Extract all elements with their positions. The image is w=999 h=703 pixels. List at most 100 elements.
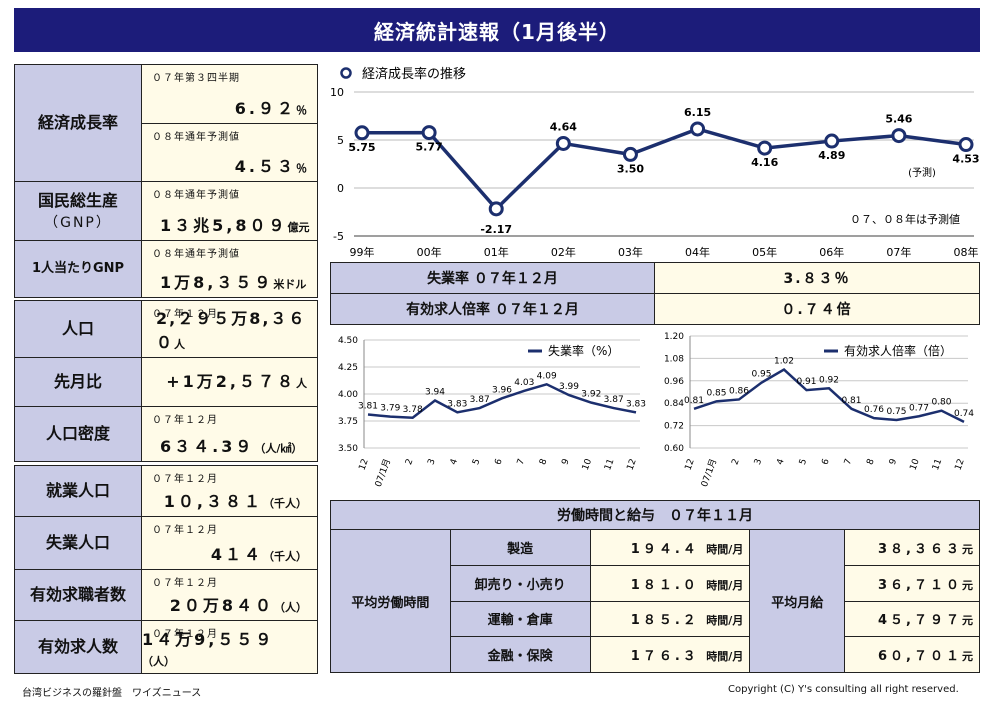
y-tick-label: 0.60 <box>664 444 684 454</box>
job-openings-period: ０７年１２月 <box>152 629 218 640</box>
hours-number: 1８５.２ <box>630 613 699 629</box>
y-tick-label: 4.50 <box>338 336 358 346</box>
x-tick-label: 00年 <box>417 245 442 259</box>
gdp-growth-q3-unit: ％ <box>296 104 307 117</box>
hours-value: 1９４.４ 時間/月 <box>589 529 751 566</box>
y-tick-label: 4.00 <box>338 390 358 400</box>
x-tick-label: 8 <box>538 457 549 466</box>
wages-table: 平均労働時間 製造 1９４.４ 時間/月 平均月給 3８,３６３元 卸売り・小売… <box>330 529 980 673</box>
x-tick-label: 11 <box>603 458 616 472</box>
x-tick-label: 12 <box>626 458 639 472</box>
x-tick-label: 5 <box>798 458 809 467</box>
industry-label: 製造 <box>449 529 591 566</box>
x-tick-label: 4 <box>775 457 786 466</box>
data-label: 0.85 <box>706 388 726 398</box>
gnp-per-capita-period: ０８年通年予測値 <box>152 249 240 260</box>
x-tick-label: 03年 <box>618 245 643 259</box>
pop-density-unit: （人/㎢） <box>254 442 303 455</box>
y-tick-label: 4.25 <box>338 363 358 373</box>
pop-density-cell: ０７年１２月 6３４.3９（人/㎢） <box>141 406 318 462</box>
gdp-growth-forecast-period: ０８年通年予測値 <box>152 132 240 143</box>
growth-point <box>958 137 974 153</box>
gdp-growth-forecast-value: 4.５３ <box>234 157 296 176</box>
data-label: 0.75 <box>886 407 906 417</box>
hours-unit: 時間/月 <box>706 542 744 556</box>
data-label: 0.76 <box>864 405 884 415</box>
pay-value: 6０,７０１元 <box>844 636 980 673</box>
x-tick-label: 7 <box>516 458 527 467</box>
y-tick-label: 3.50 <box>338 444 358 454</box>
series-line <box>693 368 965 423</box>
growth-data-label: 4.16 <box>751 156 778 169</box>
x-tick-label: 02年 <box>551 245 576 259</box>
data-label: 0.91 <box>796 377 816 387</box>
growth-point <box>891 128 907 144</box>
unemployed-value: 4１４ <box>210 545 263 564</box>
pay-unit: 元 <box>962 614 973 628</box>
unemployed-label: 失業人口 <box>14 516 142 570</box>
gnp-cell: ０８年通年予測値 1３兆5,8０９億元 <box>141 181 318 241</box>
y-tick-label: 1.08 <box>664 354 684 364</box>
gnp-unit: 億元 <box>287 221 310 234</box>
y-tick-label: -5 <box>333 230 344 243</box>
job-ratio-chart: 有効求人倍率（倍） 0.810.85 0.860.951.020.91 0.920.… <box>664 332 974 488</box>
monthly-change-unit: 人 <box>296 377 307 390</box>
job-openings-label-text: 有効求人数 <box>37 637 118 656</box>
gnp-per-capita-unit: 米ドル <box>273 278 307 291</box>
growth-point <box>354 125 370 141</box>
employed-label: 就業人口 <box>14 465 142 517</box>
x-tick-label: 3 <box>426 458 437 467</box>
y-tick-label: 1.20 <box>664 332 684 342</box>
table-row: 平均労働時間 製造 1９４.４ 時間/月 平均月給 3８,３６３元 <box>330 529 980 673</box>
page-title: 経済統計速報（1月後半） <box>14 8 980 52</box>
pay-number: 3８,３６３ <box>878 541 962 557</box>
unemployment-rate-value: 3.８３％ <box>654 262 980 294</box>
population-period: ０７年１２月 <box>152 309 218 320</box>
data-label: 3.78 <box>403 405 423 415</box>
growth-forecast-note: ０７、０８年は予測値 <box>850 212 960 226</box>
gnp-label: 国民総生産 （GNP） <box>14 181 142 241</box>
x-tick-label: 6 <box>493 457 504 466</box>
growth-point <box>824 133 840 149</box>
data-label: 0.86 <box>729 386 749 396</box>
growth-point <box>555 135 571 151</box>
employed-value: 1０,３８１ <box>163 492 263 511</box>
growth-data-label: 5.77 <box>416 141 443 154</box>
job-openings-cell: ０７年１２月 1４万9,５５９ （人） <box>141 620 318 674</box>
data-label: 0.92 <box>819 375 839 385</box>
population-value: 2,２９５万8,３６０ <box>156 309 307 352</box>
x-tick-label: 04年 <box>685 245 710 259</box>
industry-label: 金融・保険 <box>449 636 591 673</box>
y-tick-label: 0.96 <box>664 377 684 387</box>
gdp-growth-q3-value: 6.９２ <box>234 99 296 118</box>
population-label-text: 人口 <box>61 319 94 338</box>
growth-data-label: 4.53 <box>952 153 979 166</box>
x-tick-label: 2 <box>730 458 741 467</box>
hours-value: 1７６.３ 時間/月 <box>589 636 751 673</box>
data-label: 3.83 <box>626 399 646 409</box>
gnp-period: ０８年通年予測値 <box>152 190 240 201</box>
x-tick-label: 06年 <box>819 245 844 259</box>
x-tick-label: 6 <box>820 457 831 466</box>
x-tick-label: 08年 <box>954 245 979 259</box>
growth-data-label: 5.75 <box>348 141 375 154</box>
growth-data-label: -2.17 <box>480 223 512 236</box>
pay-unit: 元 <box>962 578 973 592</box>
job-seekers-label-text: 有効求職者数 <box>29 585 126 604</box>
gnp-per-capita-label-text: 1人当たりGNP <box>31 261 125 277</box>
growth-data-label: 5.46 <box>885 113 912 126</box>
y-tick-label: 3.75 <box>338 417 358 427</box>
gnp-label-sub: （GNP） <box>44 214 112 231</box>
x-tick-label: 4 <box>449 457 460 466</box>
x-tick-label: 3 <box>753 458 764 467</box>
data-label: 0.81 <box>841 396 861 406</box>
y-tick-label: 0.72 <box>664 422 684 432</box>
x-tick-label: 07年 <box>886 245 911 259</box>
avg-pay-label: 平均月給 <box>749 529 846 673</box>
growth-data-label: 4.64 <box>550 120 577 133</box>
x-tick-label: 12 <box>358 458 371 472</box>
employed-cell: ０７年１２月 1０,３８１（千人） <box>141 465 318 517</box>
hours-value: 1８１.０ 時間/月 <box>589 564 751 602</box>
data-label: 3.94 <box>425 387 445 397</box>
pay-number: 6０,７０１ <box>878 649 962 665</box>
